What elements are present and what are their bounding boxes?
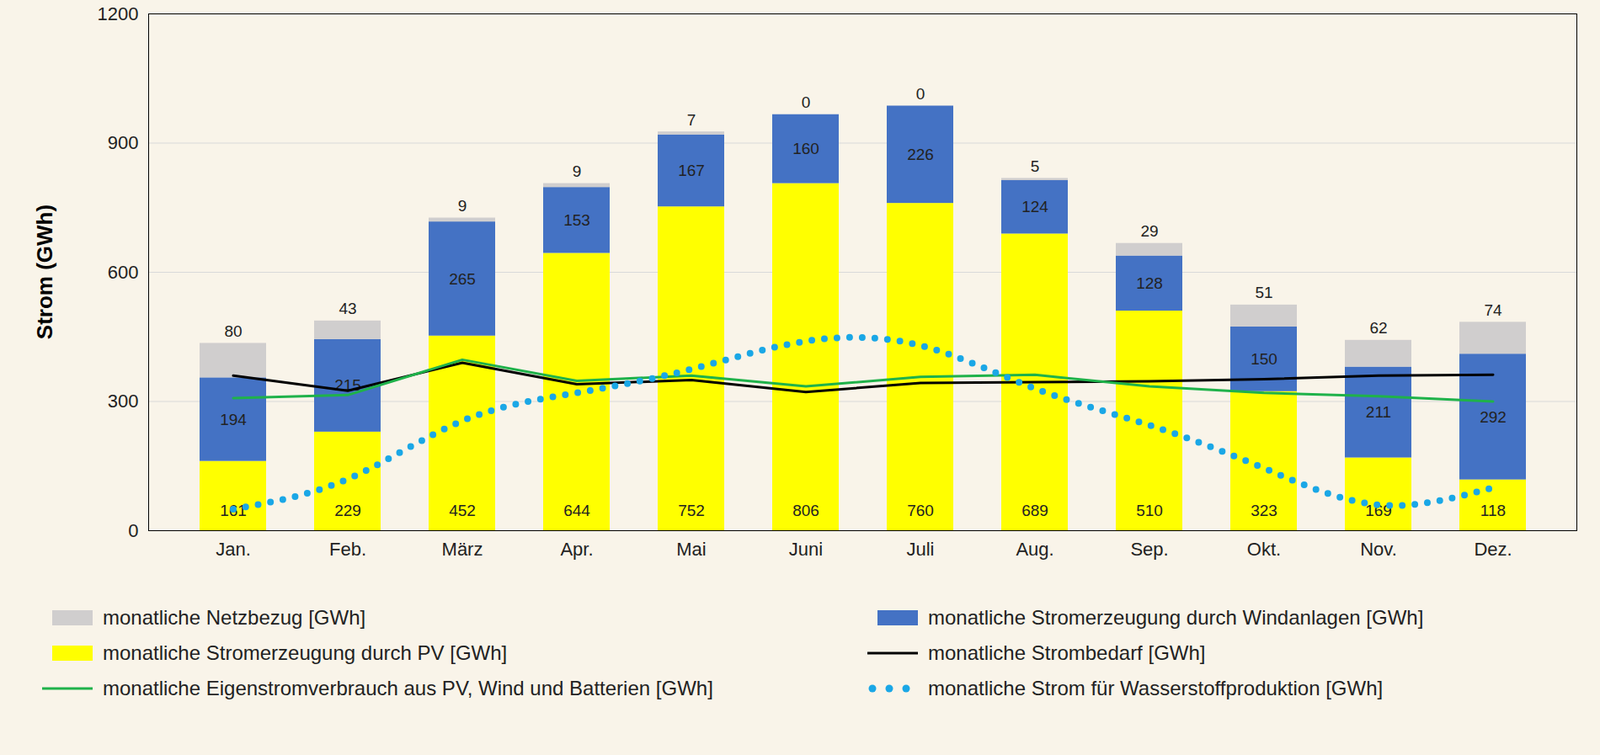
svg-text:1200: 1200 [97, 3, 139, 25]
svg-text:0: 0 [916, 85, 926, 103]
svg-text:760: 760 [906, 501, 934, 520]
svg-text:Nov.: Nov. [1360, 538, 1398, 560]
svg-text:Mai: Mai [676, 538, 706, 560]
html-text:monatliche Stromerzeugung durc: monatliche Stromerzeugung durch PV [GWh] [102, 641, 508, 665]
svg-text:9: 9 [572, 162, 582, 181]
html-text:monatliche Strombedarf [GWh]: monatliche Strombedarf [GWh] [928, 641, 1206, 665]
svg-text:Aug.: Aug. [1015, 538, 1054, 560]
svg-text:300: 300 [107, 390, 139, 412]
svg-text:194: 194 [219, 410, 247, 429]
svg-text:153: 153 [563, 211, 591, 230]
svg-text:62: 62 [1369, 319, 1387, 337]
svg-text:Feb.: Feb. [329, 538, 367, 560]
svg-text:Dez.: Dez. [1473, 538, 1512, 560]
svg-text:51: 51 [1254, 283, 1273, 302]
svg-text:124: 124 [1021, 197, 1049, 216]
svg-text:5: 5 [1030, 157, 1040, 176]
svg-text:9: 9 [458, 197, 468, 215]
svg-text:806: 806 [792, 501, 820, 520]
svg-text:43: 43 [338, 299, 357, 318]
html-text:monatliche Netzbezug [GWh]: monatliche Netzbezug [GWh] [102, 606, 366, 630]
svg-text:900: 900 [107, 132, 139, 154]
svg-text:452: 452 [448, 501, 476, 520]
svg-text:Jan.: Jan. [215, 538, 251, 560]
html-text:monatliche Stromerzeugung durc: monatliche Stromerzeugung durch Windanla… [928, 606, 1424, 630]
svg-text:Juli: Juli [906, 538, 934, 560]
svg-text:Okt.: Okt. [1247, 538, 1281, 560]
svg-text:510: 510 [1136, 501, 1163, 520]
svg-text:7: 7 [687, 111, 697, 129]
svg-text:215: 215 [334, 376, 362, 395]
svg-text:600: 600 [107, 261, 139, 283]
svg-text:0: 0 [128, 520, 139, 542]
svg-text:74: 74 [1483, 301, 1503, 320]
svg-text:323: 323 [1250, 501, 1278, 520]
svg-text:292: 292 [1479, 408, 1507, 427]
svg-text:229: 229 [334, 501, 362, 520]
svg-text:169: 169 [1365, 501, 1392, 520]
svg-text:Sep.: Sep. [1130, 538, 1168, 560]
svg-text:226: 226 [906, 145, 934, 164]
html-text:monatliche Strom für Wassersto: monatliche Strom für Wasserstoffprodukti… [928, 677, 1383, 700]
svg-text:128: 128 [1136, 274, 1163, 293]
svg-text:80: 80 [224, 322, 242, 341]
svg-text:689: 689 [1021, 501, 1049, 520]
svg-text:118: 118 [1480, 501, 1506, 520]
html-text:monatliche Eigenstromverbrauch: monatliche Eigenstromverbrauch aus PV, W… [102, 677, 714, 700]
svg-text:März: März [442, 538, 484, 560]
svg-text:644: 644 [563, 501, 591, 520]
svg-text:Strom (GWh): Strom (GWh) [32, 204, 58, 340]
svg-text:752: 752 [677, 501, 705, 520]
svg-text:29: 29 [1140, 222, 1158, 240]
svg-text:150: 150 [1250, 350, 1278, 368]
svg-text:Juni: Juni [789, 538, 823, 560]
svg-text:167: 167 [677, 161, 705, 180]
svg-text:0: 0 [801, 93, 811, 112]
svg-text:Apr.: Apr. [560, 538, 593, 560]
svg-text:160: 160 [792, 139, 820, 158]
svg-text:211: 211 [1365, 403, 1392, 422]
svg-text:161: 161 [219, 501, 247, 520]
svg-text:265: 265 [448, 270, 476, 288]
